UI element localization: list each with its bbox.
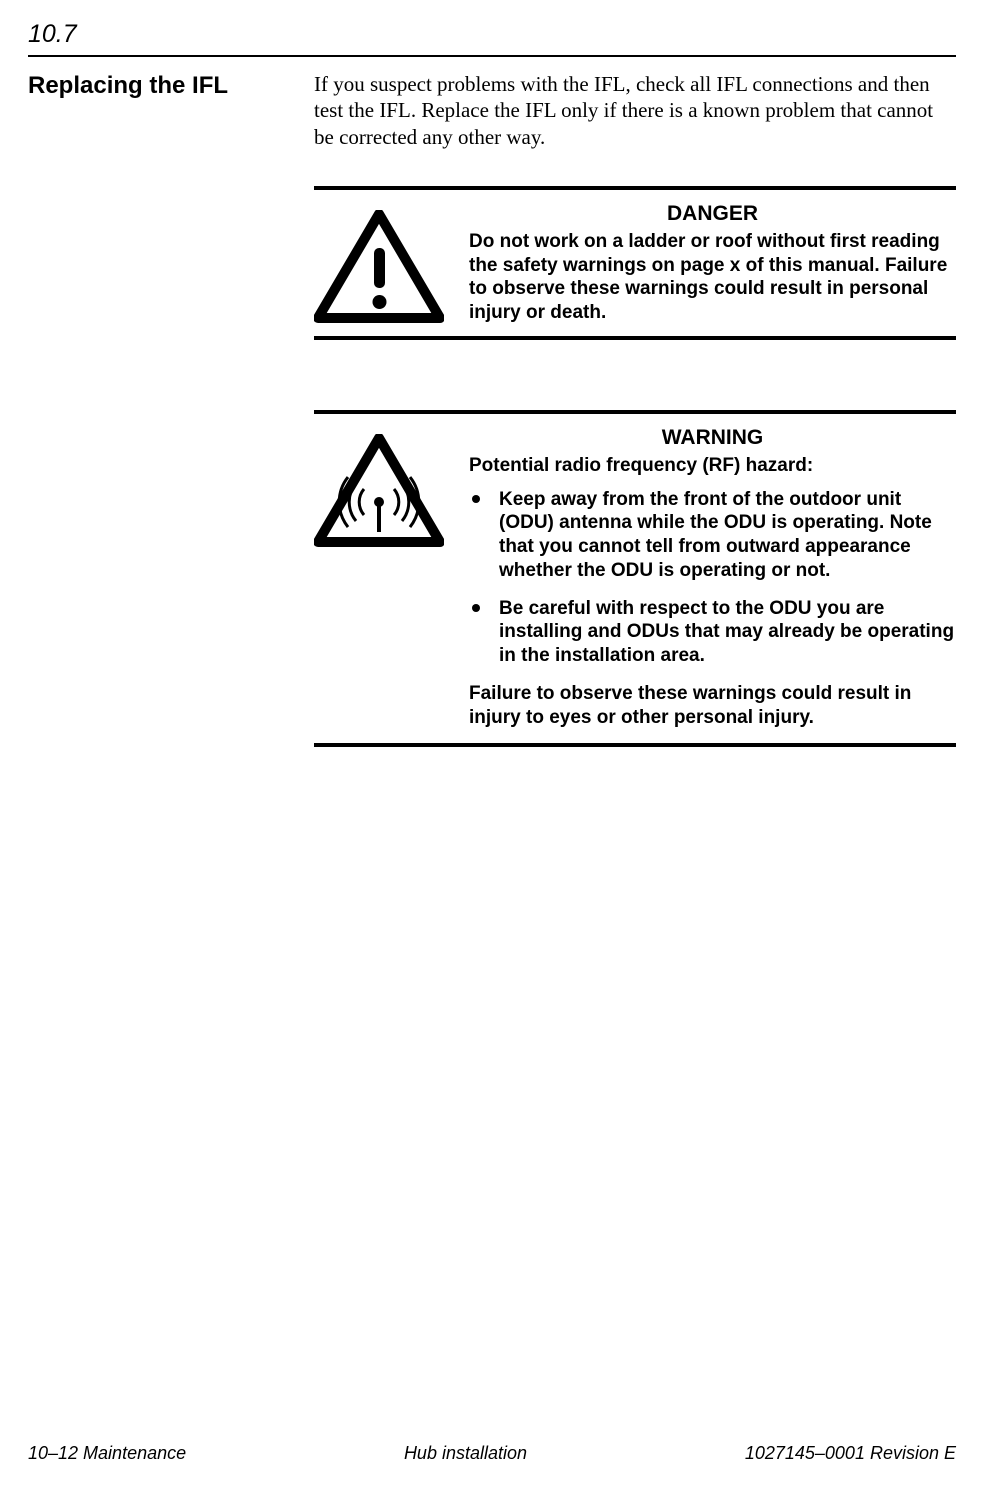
warning-box: WARNING Potential radio frequency (RF) h…: [314, 410, 956, 748]
footer-right: 1027145–0001 Revision E: [745, 1443, 956, 1464]
danger-title: DANGER: [469, 202, 956, 226]
warning-title: WARNING: [469, 426, 956, 450]
section-heading: Replacing the IFL: [28, 71, 314, 101]
warning-subtitle: Potential radio frequency (RF) hazard:: [469, 454, 956, 478]
footer-center: Hub installation: [404, 1443, 527, 1464]
warning-bottom-rule: [314, 743, 956, 747]
warning-bullet-item: Be careful with respect to the ODU you a…: [469, 597, 956, 668]
danger-text: Do not work on a ladder or roof without …: [469, 230, 956, 325]
warning-bullet-list: Keep away from the front of the outdoor …: [469, 488, 956, 668]
rf-warning-icon: [314, 426, 469, 554]
warning-bullet-item: Keep away from the front of the outdoor …: [469, 488, 956, 583]
section-number: 10.7: [28, 20, 956, 49]
intro-paragraph: If you suspect problems with the IFL, ch…: [314, 71, 956, 150]
top-rule: [28, 55, 956, 57]
footer-left: 10–12 Maintenance: [28, 1443, 186, 1464]
page-footer: 10–12 Maintenance Hub installation 10271…: [28, 1443, 956, 1464]
danger-box: DANGER Do not work on a ladder or roof w…: [314, 186, 956, 340]
danger-icon: [314, 202, 469, 330]
warning-closing: Failure to observe these warnings could …: [469, 682, 956, 730]
